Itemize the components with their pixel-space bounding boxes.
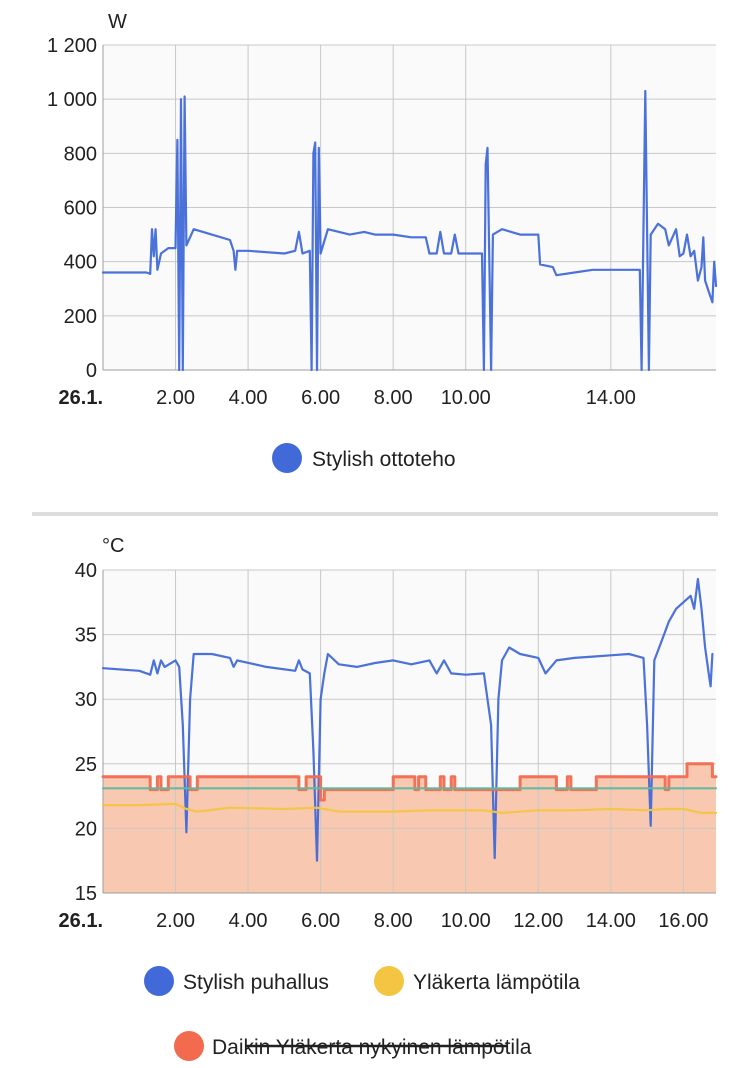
y-tick-label: 25 xyxy=(75,754,97,776)
x-tick-label: 8.00 xyxy=(374,910,413,932)
y-tick-label: 200 xyxy=(64,306,97,328)
series-line-daikin-yl-kerta-nykyinen-l-mp-tila[interactable] xyxy=(101,762,718,802)
power-y-ticks: 1 200 1 000 800 600 400 200 0 xyxy=(47,35,97,382)
temperature-y-ticks: 40 35 30 25 20 15 xyxy=(75,560,97,905)
x-tick-label: 2.00 xyxy=(156,387,195,409)
series-line-stylish-puhallus[interactable] xyxy=(101,577,714,862)
series-line-yl-kerta-l-mp-tila[interactable] xyxy=(101,802,718,815)
power-x-ticks: 26.1. 2.00 4.00 6.00 8.00 10.00 14.00 xyxy=(59,387,636,409)
power-series[interactable] xyxy=(101,89,718,372)
power-legend[interactable]: Stylish ottoteho xyxy=(272,443,456,473)
y-tick-label: 1 200 xyxy=(47,35,97,57)
legend-label-stylish-ottoteho[interactable]: Stylish ottoteho xyxy=(312,448,456,471)
x-tick-label: 14.00 xyxy=(586,387,636,409)
legend-marker-ylakerta-lampotila[interactable] xyxy=(374,966,404,996)
chart-divider xyxy=(32,512,718,516)
x-tick-label: 10.00 xyxy=(441,910,491,932)
temperature-legend[interactable]: Stylish puhallus Yläkerta lämpötila Daik… xyxy=(144,966,580,1061)
x-tick-label: 4.00 xyxy=(229,910,268,932)
y-tick-label: 15 xyxy=(75,883,97,905)
legend-marker-daikin[interactable] xyxy=(174,1031,204,1061)
x-tick-label: 6.00 xyxy=(301,387,340,409)
x-tick-label: 6.00 xyxy=(301,910,340,932)
temperature-unit-label: °C xyxy=(102,535,124,557)
temperature-grid xyxy=(102,569,716,894)
legend-marker-stylish-puhallus[interactable] xyxy=(144,966,174,996)
x-tick-label: 16.00 xyxy=(658,910,708,932)
x-tick-label: 26.1. xyxy=(59,387,103,409)
temperature-x-ticks: 26.1. 2.00 4.00 6.00 8.00 10.00 12.00 14.00 16.0… xyxy=(59,910,709,932)
y-tick-label: 35 xyxy=(75,625,97,647)
legend-label-stylish-puhallus[interactable]: Stylish puhallus xyxy=(183,971,329,994)
power-chart: 1 200 1 000 800 600 400 200 0 26.1. 2.00 4.00 6.0… xyxy=(47,11,718,409)
series-line-stylish-ottoteho[interactable] xyxy=(101,89,718,372)
power-unit-label: W xyxy=(108,11,127,33)
x-tick-label: 12.00 xyxy=(513,910,563,932)
y-tick-label: 400 xyxy=(64,252,97,274)
x-tick-label: 2.00 xyxy=(156,910,195,932)
y-tick-label: 600 xyxy=(64,198,97,220)
y-tick-label: 1 000 xyxy=(47,89,97,111)
x-tick-label: 14.00 xyxy=(586,910,636,932)
temperature-series[interactable] xyxy=(101,577,718,862)
legend-label-daikin[interactable]: Daikin Yläkerta nykyinen lämpötila xyxy=(212,1036,532,1059)
x-tick-label: 8.00 xyxy=(374,387,413,409)
y-tick-label: 30 xyxy=(75,689,97,711)
x-tick-label: 4.00 xyxy=(229,387,268,409)
x-tick-label: 26.1. xyxy=(59,910,103,932)
y-tick-label: 40 xyxy=(75,560,97,582)
y-tick-label: 20 xyxy=(75,818,97,840)
y-tick-label: 800 xyxy=(64,143,97,165)
temperature-chart: 40 35 30 25 20 15 26.1. 2.00 4.00 6.00 8.00 10.00 1… xyxy=(59,535,718,932)
x-tick-label: 10.00 xyxy=(441,387,491,409)
legend-marker-stylish-ottoteho[interactable] xyxy=(272,443,302,473)
y-tick-label: 0 xyxy=(86,360,97,382)
legend-label-ylakerta-lampotila[interactable]: Yläkerta lämpötila xyxy=(413,971,580,994)
